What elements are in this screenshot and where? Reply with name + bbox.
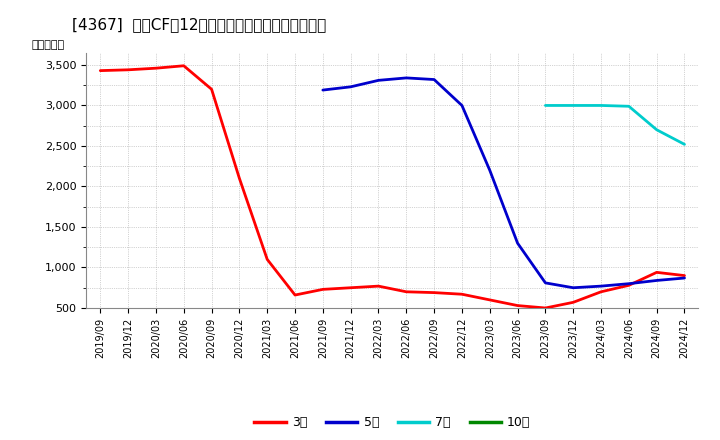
5年	[541, 280, 550, 286]
3年	[96, 68, 104, 73]
7年	[652, 127, 661, 132]
3年	[458, 292, 467, 297]
5年	[430, 77, 438, 82]
7年	[541, 103, 550, 108]
5年	[624, 281, 633, 286]
5年	[485, 168, 494, 173]
3年	[624, 282, 633, 288]
5年	[652, 278, 661, 283]
3年	[402, 289, 410, 294]
5年	[402, 75, 410, 81]
Line: 7年: 7年	[546, 106, 685, 144]
Text: （百万円）: （百万円）	[31, 40, 65, 50]
3年	[513, 303, 522, 308]
5年	[569, 285, 577, 290]
Text: [4367]  投賄CFだ12か月移動合計の標準偏差の推移: [4367] 投賄CFだ12か月移動合計の標準偏差の推移	[72, 18, 326, 33]
3年	[652, 270, 661, 275]
3年	[318, 287, 327, 292]
3年	[346, 285, 355, 290]
3年	[291, 293, 300, 298]
3年	[374, 283, 383, 289]
3年	[263, 257, 271, 262]
3年	[179, 63, 188, 68]
5年	[513, 241, 522, 246]
5年	[597, 283, 606, 289]
Line: 3年: 3年	[100, 66, 685, 308]
7年	[569, 103, 577, 108]
5年	[374, 78, 383, 83]
3年	[597, 289, 606, 294]
7年	[597, 103, 606, 108]
3年	[485, 297, 494, 303]
3年	[235, 176, 243, 181]
3年	[124, 67, 132, 73]
7年	[680, 142, 689, 147]
3年	[541, 305, 550, 311]
3年	[680, 273, 689, 278]
3年	[430, 290, 438, 295]
5年	[680, 275, 689, 281]
7年	[624, 104, 633, 109]
5年	[458, 103, 467, 108]
3年	[152, 66, 161, 71]
5年	[346, 84, 355, 89]
3年	[569, 300, 577, 305]
5年	[318, 88, 327, 93]
Line: 5年: 5年	[323, 78, 685, 288]
Legend: 3年, 5年, 7年, 10年: 3年, 5年, 7年, 10年	[249, 411, 536, 434]
3年	[207, 87, 216, 92]
